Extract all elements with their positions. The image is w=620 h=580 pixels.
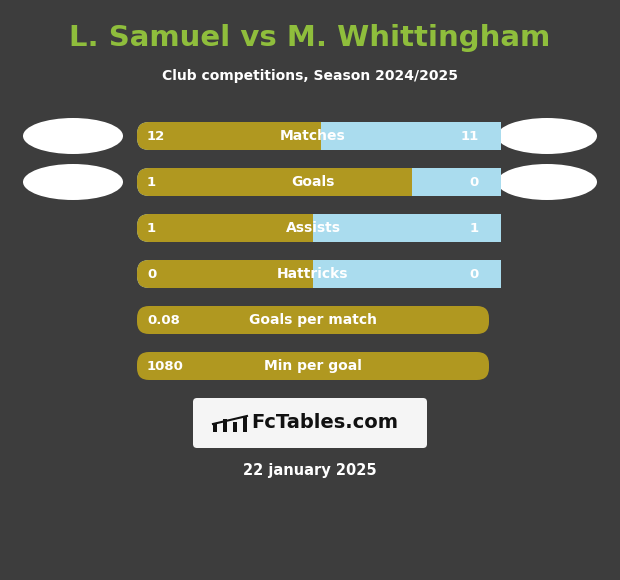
Bar [223,419,227,432]
FancyBboxPatch shape [137,214,489,242]
Bar [313,260,501,288]
Bar [321,122,501,150]
Text: 1: 1 [147,222,156,234]
Text: Matches: Matches [280,129,346,143]
Ellipse shape [23,118,123,154]
FancyBboxPatch shape [137,122,321,150]
Ellipse shape [23,164,123,200]
Text: Goals: Goals [291,175,335,189]
FancyBboxPatch shape [137,260,313,288]
Text: 0: 0 [470,267,479,281]
Bar [412,168,501,196]
Text: 1: 1 [470,222,479,234]
Ellipse shape [497,118,597,154]
FancyBboxPatch shape [137,260,489,288]
Text: Hattricks: Hattricks [277,267,348,281]
Text: 11: 11 [461,129,479,143]
Text: 1080: 1080 [147,360,184,372]
Text: 1: 1 [147,176,156,189]
Bar [309,122,322,150]
Bar [243,416,247,432]
Text: FcTables.com: FcTables.com [252,414,399,433]
Ellipse shape [497,164,597,200]
FancyBboxPatch shape [193,398,427,448]
FancyBboxPatch shape [137,306,489,334]
FancyBboxPatch shape [137,214,313,242]
Bar [233,422,237,432]
Text: Club competitions, Season 2024/2025: Club competitions, Season 2024/2025 [162,69,458,83]
Text: 0: 0 [470,176,479,189]
Text: 0.08: 0.08 [147,314,180,327]
FancyBboxPatch shape [137,352,489,380]
Text: Assists: Assists [285,221,340,235]
Bar [399,168,414,196]
Text: Goals per match: Goals per match [249,313,377,327]
FancyBboxPatch shape [137,122,489,150]
FancyBboxPatch shape [137,168,412,196]
FancyBboxPatch shape [137,168,489,196]
Text: 12: 12 [147,129,166,143]
Bar [213,424,217,432]
Text: 22 january 2025: 22 january 2025 [243,462,377,477]
Text: L. Samuel vs M. Whittingham: L. Samuel vs M. Whittingham [69,24,551,52]
Text: Min per goal: Min per goal [264,359,362,373]
Bar [313,214,501,242]
Text: 0: 0 [147,267,156,281]
Bar [301,214,315,242]
Bar [301,260,315,288]
